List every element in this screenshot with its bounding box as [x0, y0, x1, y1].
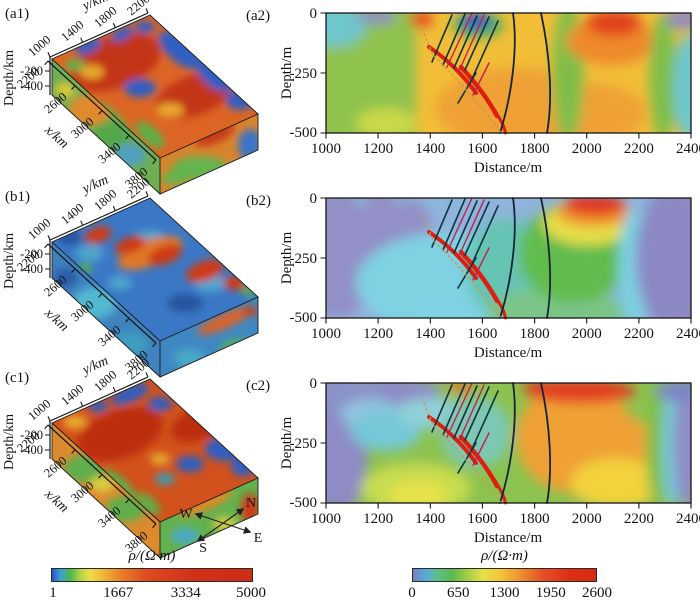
panel-label-b2: (b2): [246, 193, 271, 209]
colorbar-tick-label: 5000: [235, 585, 266, 601]
panel-a1-3d-plot: (a1): [1, 0, 259, 196]
c1-block-edges: [51, 378, 259, 560]
b1-block-edges: [51, 197, 259, 379]
colorbar-right-ticks: 0 650 1300 1950 2600: [408, 585, 612, 602]
compass-ew-arrow: [194, 512, 252, 534]
b1-top-face: [52, 198, 258, 341]
panel-a2-section-plot: (a2): [246, 5, 700, 177]
colorbar-tick-label: 1667: [103, 585, 134, 601]
colorbar-right-title: ρ/(Ω·m): [481, 548, 528, 564]
colorbar-tick-label: 0: [408, 585, 416, 601]
compass-west-label: W: [179, 507, 193, 522]
colorbar-tick-label: 2600: [582, 585, 612, 601]
panel-c1-3d-plot: (c1): [1, 352, 259, 560]
panel-b2-section-plot: (b2): [246, 190, 700, 362]
panel-label-a2: (a2): [246, 8, 270, 24]
a1-right-face: [160, 114, 258, 194]
compass-south-label: S: [199, 541, 207, 556]
compass-sn-arrow: [196, 508, 245, 542]
b2-field: [326, 198, 691, 318]
a1-block-edges: [51, 14, 259, 196]
panel-label-a1: (a1): [5, 6, 29, 22]
colorbar-left-ticks: 1 1667 3334 5000: [49, 585, 266, 602]
panel-c2-section-plot: (c2): [246, 375, 700, 547]
colorbar-tick-label: 3334: [170, 585, 201, 601]
colorbar-left-gradient: [51, 568, 253, 582]
compass-north-label: N: [246, 496, 256, 511]
colorbar-tick-label: 1300: [489, 585, 520, 601]
panel-label-c2: (c2): [246, 378, 270, 394]
colorbar-tick-label: 1: [49, 585, 57, 601]
panel-label-b1: (b1): [5, 189, 30, 205]
colorbar-tick-label: 650: [447, 585, 470, 601]
panel-b1-3d-plot: (b1): [1, 171, 259, 379]
colorbar-left-title: ρ/(Ω·m): [128, 548, 176, 564]
compass-rose: W N S E: [179, 496, 263, 556]
colorbar-tick-label: 1950: [535, 585, 566, 601]
c2-field: [326, 383, 691, 503]
colorbar-right-gradient: [412, 568, 597, 582]
compass-east-label: E: [254, 531, 263, 546]
panel-label-c1: (c1): [5, 370, 29, 386]
